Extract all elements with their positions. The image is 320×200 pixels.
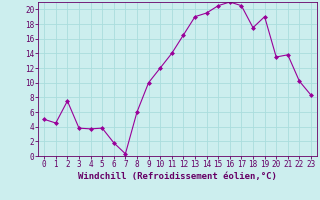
X-axis label: Windchill (Refroidissement éolien,°C): Windchill (Refroidissement éolien,°C) xyxy=(78,172,277,181)
